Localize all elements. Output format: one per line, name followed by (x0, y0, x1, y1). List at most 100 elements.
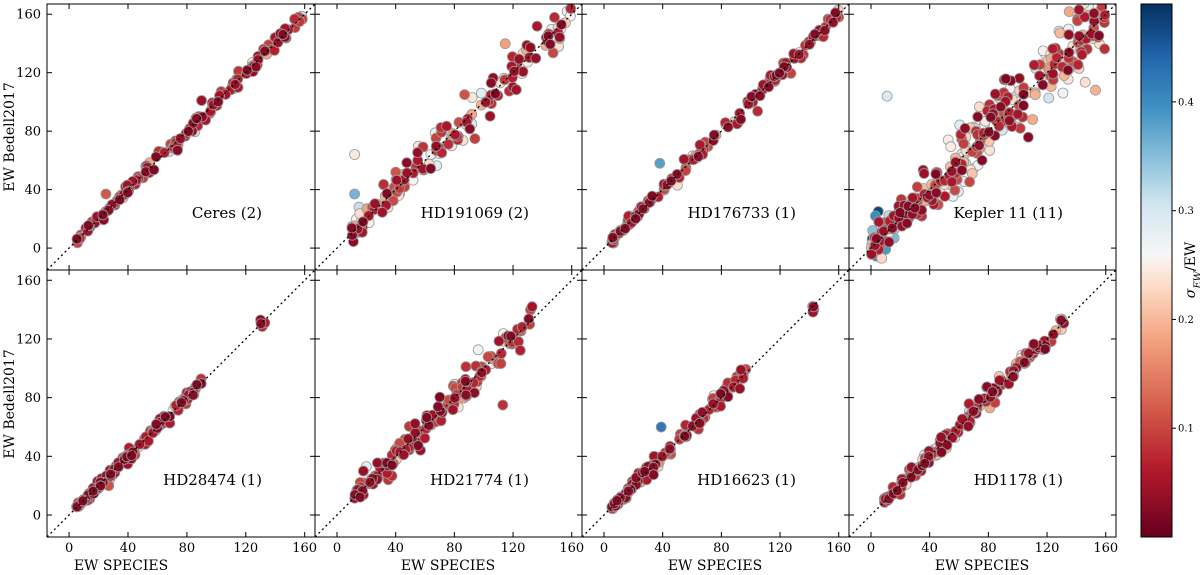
y-tick-label: 120 (16, 66, 41, 81)
data-point (809, 28, 821, 40)
data-point (679, 430, 691, 442)
data-point (421, 412, 433, 423)
colorbar-tick-label: 0.1 (1178, 424, 1194, 435)
x-tick-label: 0 (65, 541, 73, 556)
data-point (391, 174, 403, 186)
y-tick-label: 80 (24, 391, 41, 406)
colorbar-tick-label: 0.4 (1178, 97, 1194, 108)
data-point (1034, 70, 1045, 82)
data-point (1079, 11, 1091, 23)
data-point (976, 154, 988, 166)
panel-3: HD176733 (1) (581, 3, 850, 271)
data-point (1057, 87, 1069, 99)
data-point (349, 188, 361, 200)
y-tick-label: 40 (24, 450, 41, 465)
data-point (549, 11, 560, 23)
x-tick-label: 120 (768, 541, 793, 556)
data-point (277, 29, 289, 40)
data-point (1027, 114, 1038, 125)
data-point (763, 81, 774, 93)
data-point (346, 222, 358, 234)
data-point (349, 149, 361, 160)
data-point (945, 141, 957, 153)
panel-grid: 0 40 80 120 160 Ceres (2) HD191069 (2) HD176733… (16, 3, 1118, 556)
data-point (493, 335, 505, 347)
data-point (918, 168, 930, 179)
x-tick-label: 80 (713, 541, 730, 556)
data-point (752, 105, 763, 117)
data-point (1073, 30, 1085, 42)
data-point (1029, 89, 1041, 101)
data-point (722, 121, 734, 133)
data-point (526, 301, 538, 313)
data-point (664, 443, 676, 455)
data-point (1047, 328, 1059, 340)
data-point (1088, 7, 1100, 19)
data-point (754, 90, 766, 102)
panel-2: HD191069 (2) (314, 3, 583, 271)
data-point (530, 52, 542, 64)
data-point (1007, 371, 1019, 383)
x-tick-label: 0 (333, 541, 341, 556)
data-point (150, 151, 162, 163)
data-point (460, 389, 472, 401)
data-point (946, 432, 958, 444)
data-point (959, 122, 971, 134)
data-point (808, 301, 819, 313)
data-point (402, 433, 414, 445)
panel-label: Kepler 11 (11) (953, 204, 1063, 222)
y-tick-label: 160 (16, 274, 41, 289)
data-point (1079, 76, 1091, 88)
panel-4: Kepler 11 (11) (848, 3, 1117, 271)
data-point (891, 485, 903, 497)
panel-label: HD28474 (1) (163, 471, 262, 489)
x-tick-label: 120 (1035, 541, 1060, 556)
data-point (484, 110, 496, 122)
data-point (480, 96, 492, 108)
data-point (95, 480, 106, 492)
data-point (212, 96, 224, 108)
data-point (901, 217, 913, 229)
data-point (460, 375, 471, 387)
y-tick-label: 160 (16, 8, 41, 23)
data-point (1063, 47, 1075, 58)
data-point (513, 53, 525, 65)
data-point (774, 67, 785, 79)
data-point (941, 439, 953, 451)
x-tick-label: 40 (387, 541, 404, 556)
panel-7: 0 40 80 120 160 HD16623 (1) (581, 269, 851, 556)
data-point (398, 449, 410, 461)
x-axis-label-1: EW SPECIES (74, 558, 168, 574)
data-point (472, 344, 484, 356)
data-point (692, 151, 704, 162)
data-point (881, 90, 893, 102)
data-point (442, 138, 454, 150)
data-point (401, 157, 413, 169)
x-tick-label: 160 (826, 541, 851, 556)
colorbar (1140, 3, 1173, 538)
data-point (126, 450, 138, 462)
data-point (97, 209, 109, 221)
data-point (984, 144, 996, 156)
data-point (956, 164, 968, 176)
data-point (241, 64, 253, 76)
colorbar-label-rest: /EW (1183, 241, 1199, 271)
data-point (554, 31, 565, 43)
x-tick-label: 160 (1093, 541, 1118, 556)
data-point (1018, 357, 1030, 368)
data-point (485, 77, 497, 89)
data-point (935, 431, 947, 443)
data-point (357, 465, 369, 477)
data-point (174, 133, 186, 144)
data-point (905, 471, 917, 483)
data-point (1090, 84, 1101, 96)
panel-label: HD1178 (1) (974, 471, 1063, 489)
data-point (1012, 108, 1024, 120)
data-point (229, 79, 241, 90)
data-point (412, 440, 424, 452)
panel-points (346, 4, 577, 248)
data-point (962, 420, 974, 432)
data-point (694, 139, 706, 151)
data-point (469, 133, 481, 145)
data-point (495, 348, 507, 359)
